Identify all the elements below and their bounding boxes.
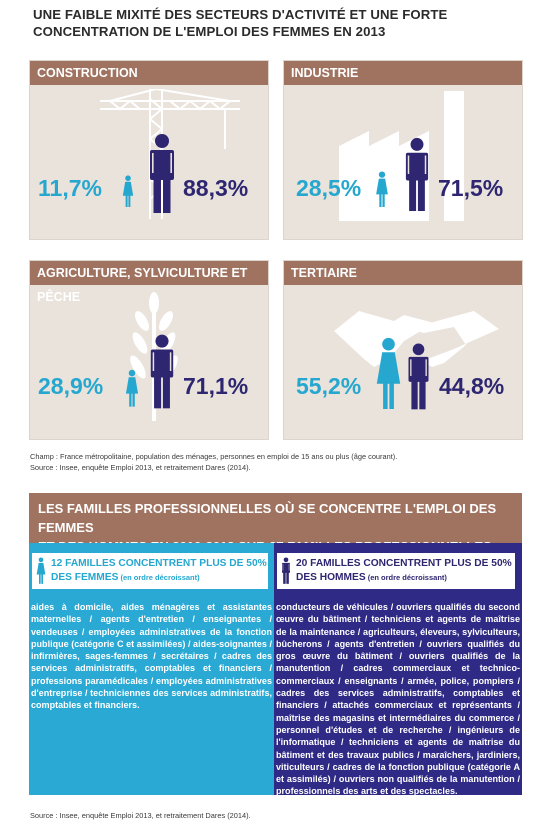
champ-note: Champ : France métropolitaine, populatio… <box>30 452 398 461</box>
men-percentage: 71,5% <box>438 175 504 201</box>
women-families-column: 12 FAMILLES CONCENTRENT PLUS DE 50% DES … <box>29 543 274 795</box>
infographic-title: UNE FAIBLE MIXITÉ DES SECTEURS D'ACTIVIT… <box>33 6 523 40</box>
man-icon <box>282 557 290 584</box>
handshake-icon <box>334 311 499 367</box>
men-families-list: conducteurs de véhicules / ouvriers qual… <box>276 602 520 797</box>
source-note-bottom: Source : Insee, enquête Emploi 2013, et … <box>30 811 251 820</box>
panel-header: AGRICULTURE, SYLVICULTURE ET PÊCHE <box>30 261 268 304</box>
man-icon <box>150 334 174 409</box>
source-note: Source : Insee, enquête Emploi 2013, et … <box>30 463 251 472</box>
panel-header: CONSTRUCTION <box>30 61 268 85</box>
panel-agriculture: AGRICULTURE, SYLVICULTURE ET PÊCHE 28,9%… <box>29 260 269 440</box>
women-percentage: 11,7% <box>38 175 102 201</box>
women-percentage: 28,5% <box>296 175 362 201</box>
women-families-header: 12 FAMILLES CONCENTRENT PLUS DE 50% DES … <box>32 553 268 589</box>
men-percentage: 71,1% <box>183 373 249 399</box>
women-families-subtitle: DES FEMMES <box>51 572 119 583</box>
woman-icon <box>125 369 139 407</box>
man-icon <box>150 134 174 213</box>
panel-header: TERTIAIRE <box>284 261 522 285</box>
women-families-list: aides à domicile, aides ménagères et ass… <box>31 602 272 711</box>
men-families-column: 20 FAMILLES CONCENTRENT PLUS DE 50% DES … <box>274 543 522 797</box>
man-icon <box>405 137 429 211</box>
women-percentage: 28,9% <box>38 373 104 399</box>
women-families-title: 12 FAMILLES CONCENTRENT PLUS DE 50% <box>51 558 267 569</box>
men-families-subtitle: DES HOMMES <box>296 572 366 583</box>
order-note: (en ordre décroissant) <box>365 573 447 582</box>
title-line-1: UNE FAIBLE MIXITÉ DES SECTEURS D'ACTIVIT… <box>33 7 448 22</box>
men-percentage: 88,3% <box>183 175 249 201</box>
panel-industrie: INDUSTRIE 28,5% 71,5% <box>283 60 523 240</box>
men-families-header: 20 FAMILLES CONCENTRENT PLUS DE 50% DES … <box>277 553 515 589</box>
woman-icon <box>122 175 134 207</box>
men-percentage: 44,8% <box>439 373 505 399</box>
title-line-2: CONCENTRATION DE L'EMPLOI DES FEMMES EN … <box>33 24 386 39</box>
woman-icon <box>376 337 401 409</box>
woman-icon <box>376 171 388 207</box>
families-header-line-1: LES FAMILLES PROFESSIONNELLES OÙ SE CONC… <box>38 501 497 535</box>
men-families-title: 20 FAMILLES CONCENTRENT PLUS DE 50% <box>296 558 512 569</box>
woman-icon <box>36 557 46 584</box>
panel-header: INDUSTRIE <box>284 61 522 85</box>
panel-tertiaire: TERTIAIRE 55,2% 44,8% <box>283 260 523 440</box>
panel-construction: CONSTRUCTION 11,7% 88,3% <box>29 60 269 240</box>
families-header: LES FAMILLES PROFESSIONNELLES OÙ SE CONC… <box>29 493 522 554</box>
man-icon <box>408 343 429 410</box>
women-percentage: 55,2% <box>296 373 362 399</box>
order-note: (en ordre décroissant) <box>118 573 200 582</box>
